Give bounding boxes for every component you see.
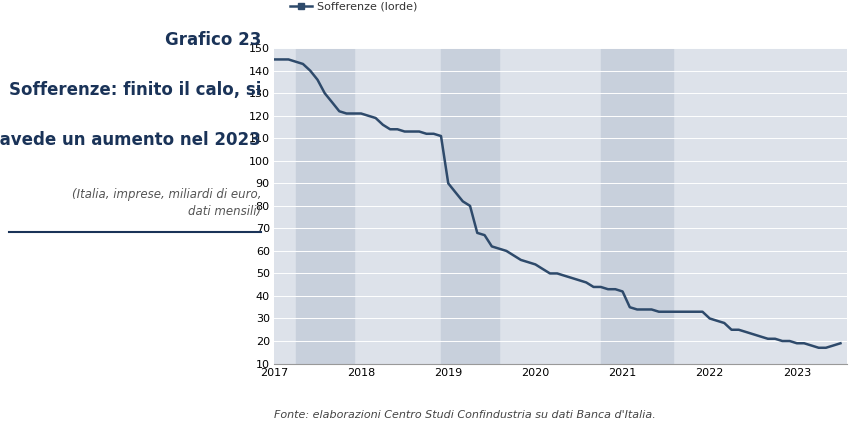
Text: intravede un aumento nel 2023: intravede un aumento nel 2023 (0, 131, 261, 149)
Bar (601, 48, 673, 364)
Text: Fonte: elaborazioni Centro Studi Confindustria su dati Banca d'Italia.: Fonte: elaborazioni Centro Studi Confind… (274, 410, 656, 420)
Bar (442, 48, 499, 364)
Text: Sofferenze: finito il calo, si: Sofferenze: finito il calo, si (9, 81, 261, 99)
Text: Grafico 23: Grafico 23 (164, 31, 261, 49)
Text: (Italia, imprese, miliardi di euro,
dati mensili): (Italia, imprese, miliardi di euro, dati… (72, 188, 261, 218)
Legend: Sofferenze (lorde): Sofferenze (lorde) (285, 0, 422, 16)
Bar (295, 48, 354, 364)
